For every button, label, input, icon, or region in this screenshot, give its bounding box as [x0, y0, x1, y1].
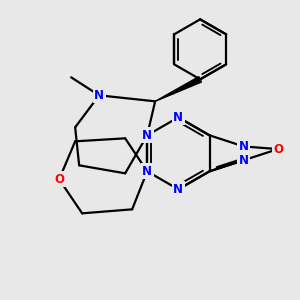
- Text: N: N: [173, 183, 183, 196]
- Text: N: N: [142, 129, 152, 142]
- Polygon shape: [155, 76, 202, 101]
- Text: N: N: [239, 140, 249, 153]
- Text: N: N: [94, 89, 104, 102]
- Text: O: O: [273, 142, 283, 156]
- Text: O: O: [54, 173, 64, 186]
- Text: N: N: [142, 165, 152, 178]
- Text: N: N: [239, 154, 249, 167]
- Text: N: N: [173, 111, 183, 124]
